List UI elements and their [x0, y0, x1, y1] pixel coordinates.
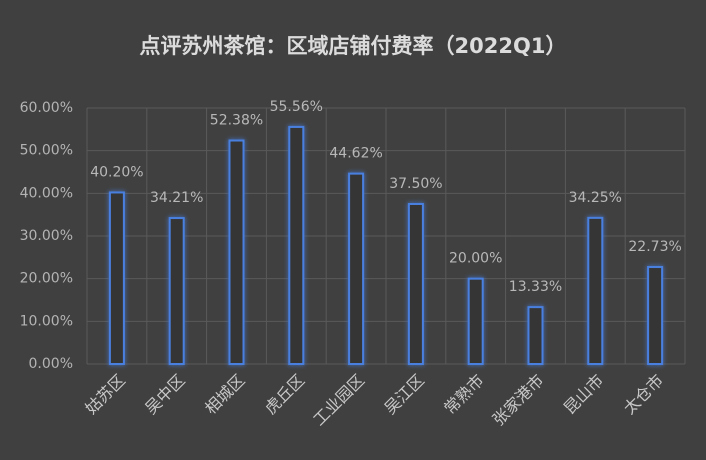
- bar: [168, 217, 185, 365]
- value-label: 13.33%: [509, 279, 562, 295]
- x-tick-label: 张家港市: [489, 371, 548, 430]
- value-label: 40.20%: [90, 164, 143, 180]
- x-tick-label: 姑苏区: [82, 371, 129, 418]
- bar: [348, 172, 365, 365]
- value-label: 20.00%: [449, 251, 502, 267]
- bar: [647, 266, 664, 366]
- y-tick-label: 30.00%: [20, 228, 73, 244]
- value-label: 22.73%: [628, 239, 681, 255]
- value-label: 55.56%: [270, 99, 323, 115]
- bar: [467, 277, 484, 365]
- value-label: 34.25%: [569, 190, 622, 206]
- x-tick-label: 吴中区: [141, 371, 188, 418]
- y-tick-label: 10.00%: [20, 313, 73, 329]
- y-tick-label: 40.00%: [20, 185, 73, 201]
- y-tick-label: 0.00%: [29, 356, 73, 372]
- bar: [288, 125, 305, 365]
- x-tick-label: 虎丘区: [261, 371, 308, 418]
- x-tick-label: 相城区: [201, 371, 248, 418]
- y-tick-label: 50.00%: [20, 143, 73, 159]
- x-tick-label: 昆山市: [560, 371, 607, 418]
- bar: [527, 306, 544, 366]
- bar: [228, 139, 245, 365]
- value-label: 44.62%: [329, 146, 382, 162]
- y-tick-label: 60.00%: [20, 100, 73, 116]
- value-label: 34.21%: [150, 190, 203, 206]
- bar: [587, 216, 604, 365]
- x-tick-label: 太仓市: [620, 371, 667, 418]
- bar: [108, 191, 125, 365]
- bar: [407, 203, 424, 365]
- x-tick-label: 吴江区: [381, 371, 428, 418]
- chart-title: 点评苏州茶馆：区域店铺付费率（2022Q1）: [140, 34, 567, 58]
- x-tick-label: 常熟市: [440, 371, 487, 418]
- x-tick-label: 工业园区: [309, 371, 368, 430]
- value-label: 37.50%: [389, 176, 442, 192]
- y-tick-label: 20.00%: [20, 271, 73, 287]
- value-label: 52.38%: [210, 113, 263, 129]
